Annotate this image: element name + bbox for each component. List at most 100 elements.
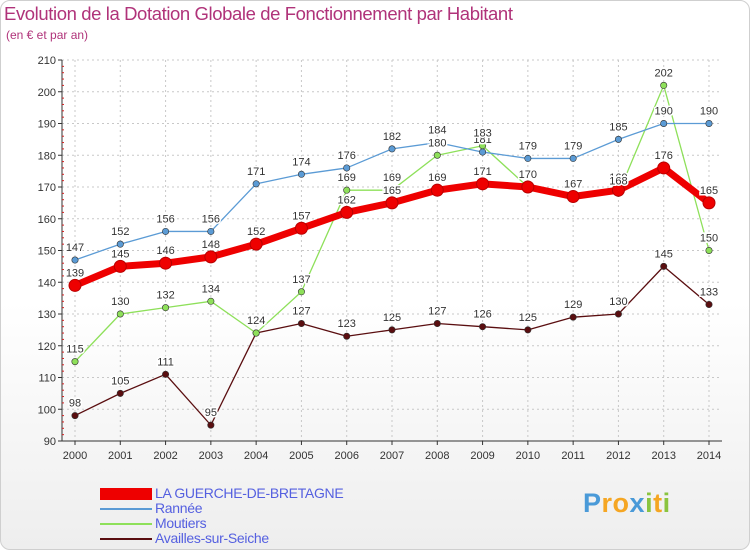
- data-label: 179: [519, 140, 537, 152]
- data-point: [388, 145, 396, 153]
- data-label: 171: [473, 166, 491, 178]
- y-tick-label: 170: [38, 182, 56, 194]
- data-point: [611, 183, 625, 197]
- data-point: [566, 190, 580, 204]
- y-tick-label: 140: [38, 277, 56, 289]
- proxiti-logo[interactable]: Proxiti: [583, 488, 671, 519]
- data-point: [433, 151, 441, 159]
- data-point: [430, 183, 444, 197]
- data-point: [204, 250, 218, 264]
- y-tick-label: 180: [38, 150, 56, 162]
- logo-letter: o: [612, 488, 630, 518]
- legend-label-rannee: Rannée: [155, 500, 203, 516]
- data-label: 132: [156, 290, 174, 302]
- data-point: [113, 259, 127, 273]
- logo-letter: x: [629, 488, 646, 518]
- data-point: [207, 297, 215, 305]
- data-label: 176: [338, 150, 356, 162]
- data-point: [297, 170, 305, 178]
- data-point: [249, 237, 263, 251]
- data-label: 165: [700, 185, 718, 197]
- data-point: [521, 180, 535, 194]
- y-tick-label: 100: [38, 404, 56, 416]
- logo-letter: P: [583, 488, 602, 518]
- data-point: [433, 139, 441, 147]
- data-label: 105: [111, 375, 129, 387]
- data-label: 147: [66, 242, 84, 254]
- axes: 90 100 110 120 130 140 150 160 170 180 190 200 210 20…: [38, 55, 722, 462]
- data-point: [388, 326, 396, 334]
- x-tick-label: 2012: [606, 450, 630, 462]
- data-label: 176: [655, 150, 673, 162]
- data-point: [159, 256, 173, 270]
- data-label: 130: [609, 296, 627, 308]
- data-point: [162, 227, 170, 235]
- data-label: 146: [156, 245, 174, 257]
- data-label: 123: [338, 318, 356, 330]
- data-label: 170: [519, 169, 537, 181]
- y-tick-label: 150: [38, 246, 56, 258]
- chart-title: Evolution de la Dotation Globale de Fonc…: [4, 3, 513, 24]
- data-label: 124: [247, 315, 265, 327]
- y-tick-label: 210: [38, 55, 56, 67]
- data-point: [340, 205, 354, 219]
- data-label: 182: [383, 131, 401, 143]
- x-tick-label: 2009: [470, 450, 494, 462]
- x-tick-label: 2006: [334, 450, 358, 462]
- data-label: 190: [700, 106, 718, 118]
- data-point: [343, 164, 351, 172]
- data-label: 125: [519, 312, 537, 324]
- data-label: 150: [700, 233, 718, 245]
- data-point: [524, 326, 532, 334]
- data-label: 168: [609, 175, 627, 187]
- data-label: 190: [655, 106, 673, 118]
- x-tick-label: 2005: [289, 450, 313, 462]
- y-tick-label: 200: [38, 87, 56, 99]
- legend-label-la-guerche: LA GUERCHE-DE-BRETAGNE: [155, 485, 344, 501]
- data-point: [297, 288, 305, 296]
- data-point: [297, 320, 305, 328]
- data-point: [385, 196, 399, 210]
- y-tick-label: 190: [38, 119, 56, 131]
- data-point: [71, 358, 79, 366]
- data-point: [207, 421, 215, 429]
- data-label: 139: [66, 267, 84, 279]
- data-label: 129: [564, 299, 582, 311]
- data-label: 145: [655, 248, 673, 260]
- data-label: 124: [247, 315, 265, 327]
- data-point: [479, 148, 487, 156]
- data-label: 169: [383, 172, 401, 184]
- series: [68, 81, 716, 429]
- x-tick-label: 2013: [651, 450, 675, 462]
- y-tick-label: 110: [38, 373, 56, 385]
- data-label: 169: [428, 172, 446, 184]
- data-point: [569, 313, 577, 321]
- data-point: [660, 262, 668, 270]
- data-label: 162: [338, 194, 356, 206]
- legend-label-moutiers: Moutiers: [155, 515, 207, 531]
- data-point: [162, 370, 170, 378]
- data-point: [162, 304, 170, 312]
- data-label: 137: [292, 274, 310, 286]
- data-label: 180: [428, 137, 446, 149]
- data-label: 95: [205, 407, 217, 419]
- logo-letter: r: [601, 488, 613, 518]
- y-tick-label: 160: [38, 214, 56, 226]
- data-point: [657, 161, 671, 175]
- data-point: [116, 389, 124, 397]
- legend-swatch-la-guerche: [100, 488, 152, 500]
- data-point: [524, 154, 532, 162]
- x-tick-label: 2001: [108, 450, 132, 462]
- data-point: [660, 120, 668, 128]
- data-label: 125: [383, 312, 401, 324]
- data-label: 145: [111, 248, 129, 260]
- legend-swatch-rannee: [100, 508, 152, 510]
- data-point: [116, 240, 124, 248]
- x-tick-label: 2007: [380, 450, 404, 462]
- data-label: 167: [564, 179, 582, 191]
- data-point: [705, 120, 713, 128]
- data-label: 127: [428, 306, 446, 318]
- data-point: [388, 186, 396, 194]
